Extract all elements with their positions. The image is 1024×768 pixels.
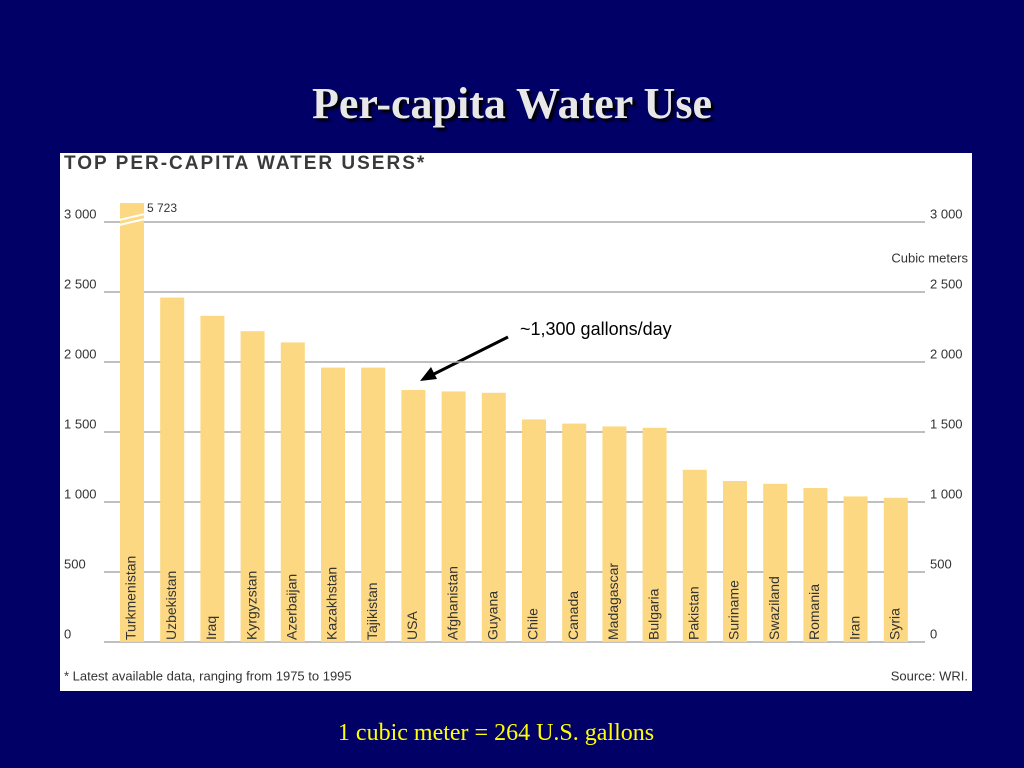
bar bbox=[321, 367, 345, 642]
bar bbox=[642, 427, 667, 642]
x-tick-label: Kyrgyzstan bbox=[243, 571, 259, 640]
y-tick-label: 0 bbox=[64, 626, 71, 641]
x-tick-label: Iran bbox=[846, 616, 862, 640]
footnote: * Latest available data, ranging from 19… bbox=[64, 668, 352, 683]
x-tick-label: Uzbekistan bbox=[163, 571, 179, 640]
y-tick-label: 2 000 bbox=[64, 346, 97, 361]
y-tick-label-right: 500 bbox=[930, 556, 952, 571]
y-tick-label-right: 3 000 bbox=[930, 206, 963, 221]
bar bbox=[682, 469, 707, 642]
bar bbox=[763, 483, 788, 642]
bar bbox=[883, 497, 908, 642]
bar bbox=[803, 488, 828, 642]
x-tick-label: Chile bbox=[525, 608, 541, 640]
x-tick-label: Iraq bbox=[203, 616, 219, 640]
axis-break bbox=[118, 213, 146, 221]
x-tick-label: Kazakhstan bbox=[324, 567, 340, 640]
y-tick-label-right: 2 000 bbox=[930, 346, 963, 361]
y-tick-label-right: 0 bbox=[930, 626, 937, 641]
slide-title: Per-capita Water Use bbox=[312, 79, 712, 128]
bar bbox=[120, 203, 144, 642]
bar bbox=[843, 496, 868, 642]
y-tick-label: 500 bbox=[64, 556, 86, 571]
y-tick-label: 1 500 bbox=[64, 416, 97, 431]
bar bbox=[481, 392, 506, 642]
x-tick-label: Canada bbox=[565, 591, 581, 640]
y-axis-label: Cubic meters bbox=[891, 250, 968, 265]
x-tick-label: USA bbox=[404, 611, 420, 640]
annotation: ~1,300 gallons/day bbox=[520, 319, 672, 339]
y-tick-label-right: 1 000 bbox=[930, 486, 963, 501]
bar bbox=[441, 391, 466, 642]
y-tick-label: 3 000 bbox=[64, 206, 97, 221]
x-tick-label: Azerbaijan bbox=[284, 574, 300, 640]
bar bbox=[401, 390, 426, 642]
x-tick-label: Pakistan bbox=[686, 586, 702, 640]
bar bbox=[562, 423, 587, 642]
y-tick-label-right: 1 500 bbox=[930, 416, 963, 431]
source: Source: WRI. bbox=[891, 668, 968, 683]
x-tick-label: Swaziland bbox=[766, 576, 782, 640]
x-tick-label: Madagascar bbox=[605, 563, 621, 640]
x-tick-label: Turkmenistan bbox=[123, 556, 139, 640]
bar bbox=[240, 331, 265, 642]
bar bbox=[522, 419, 546, 642]
x-tick-label: Afghanistan bbox=[444, 566, 460, 640]
y-tick-label: 1 000 bbox=[64, 486, 97, 501]
y-tick-label: 2 500 bbox=[64, 276, 97, 291]
bar bbox=[200, 315, 225, 642]
x-tick-label: Bulgaria bbox=[645, 588, 661, 640]
bar bbox=[361, 367, 386, 642]
caption: 1 cubic meter = 264 U.S. gallons bbox=[337, 720, 655, 746]
axis-break bbox=[118, 218, 146, 226]
y-tick-label-right: 2 500 bbox=[930, 276, 963, 291]
x-tick-label: Suriname bbox=[726, 580, 742, 640]
bar bbox=[280, 342, 305, 642]
x-tick-label: Guyana bbox=[485, 591, 501, 640]
x-tick-label: Romania bbox=[806, 584, 822, 640]
annotation-arrow bbox=[429, 335, 509, 378]
x-tick-label: Syria bbox=[887, 608, 903, 640]
chart-panel bbox=[60, 153, 972, 691]
value-label: 5 723 bbox=[147, 201, 177, 215]
arrow-head bbox=[420, 367, 437, 381]
bar bbox=[160, 297, 185, 642]
x-tick-label: Tajikistan bbox=[364, 582, 380, 640]
bar bbox=[723, 481, 747, 642]
chart-title: TOP PER-CAPITA WATER USERS* bbox=[64, 153, 426, 174]
bar bbox=[602, 426, 627, 642]
